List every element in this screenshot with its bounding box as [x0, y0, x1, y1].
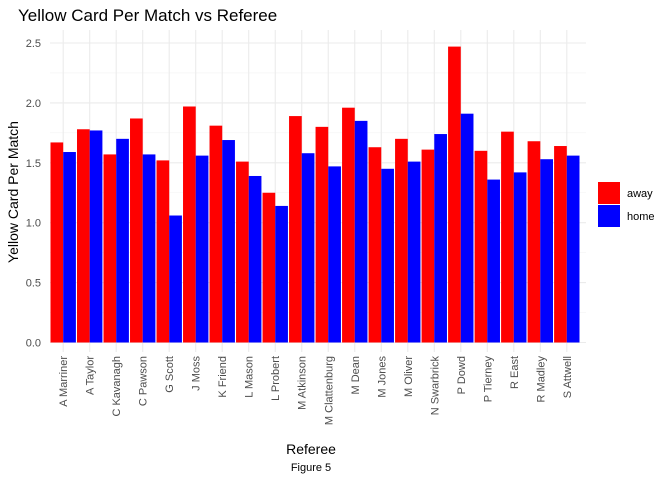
- x-tick-label: M Clattenburg: [323, 356, 335, 425]
- bar-away-l-mason: [236, 161, 249, 343]
- bar-away-m-jones: [368, 147, 382, 343]
- bar-away-m-clattenburg: [315, 126, 329, 343]
- legend-key-home: [598, 205, 620, 227]
- bar-home-r-madley: [540, 159, 553, 343]
- legend: away home: [598, 182, 655, 227]
- x-tick-label: C Kavanagh: [111, 356, 123, 417]
- y-tick-label: 0.5: [26, 278, 41, 290]
- bar-home-m-clattenburg: [328, 166, 341, 343]
- x-axis-title: Referee: [286, 441, 336, 457]
- x-tick-label: P Tierney: [482, 356, 494, 403]
- x-tick-label: N Swarbrick: [429, 356, 441, 416]
- y-tick-label: 0.0: [26, 338, 41, 350]
- chart-title: Yellow Card Per Match vs Referee: [18, 6, 277, 25]
- bar-away-c-pawson: [130, 118, 143, 343]
- bar-home-n-swarbrick: [434, 134, 447, 343]
- bar-away-n-swarbrick: [421, 149, 435, 343]
- legend-label-home: home: [627, 211, 655, 223]
- bar-away-a-marriner: [50, 142, 64, 343]
- bar-home-g-scott: [169, 215, 182, 343]
- bar-away-r-madley: [527, 141, 541, 343]
- y-tick-label: 1.5: [26, 158, 41, 170]
- x-tick-label: C Pawson: [138, 356, 150, 406]
- x-tick-label: S Attwell: [562, 356, 574, 398]
- bar-away-a-taylor: [77, 129, 90, 343]
- bar-home-j-moss: [195, 155, 209, 343]
- bar-away-l-probert: [262, 192, 276, 343]
- bar-away-p-dowd: [448, 46, 461, 343]
- bar-home-m-oliver: [407, 161, 421, 343]
- bar-away-j-moss: [183, 106, 196, 343]
- y-axis-title: Yellow Card Per Match: [5, 121, 21, 263]
- bar-away-c-kavanagh: [103, 154, 117, 343]
- y-tick-labels: 0.0 0.5 1.0 1.5 2.0 2.5: [26, 38, 41, 350]
- x-tick-label: G Scott: [164, 356, 176, 393]
- x-tick-label: A Taylor: [85, 356, 97, 395]
- bar-home-r-east: [513, 172, 527, 343]
- bar-away-m-atkinson: [289, 116, 302, 343]
- y-tick-label: 2.0: [26, 98, 41, 110]
- bar-home-c-pawson: [142, 154, 156, 343]
- x-tick-label: P Dowd: [456, 356, 468, 394]
- x-tick-label: L Mason: [244, 356, 256, 398]
- x-tick-label: R Madley: [535, 356, 547, 403]
- bar-away-k-friend: [209, 125, 223, 343]
- bar-home-a-taylor: [89, 130, 103, 343]
- x-tick-label: K Friend: [217, 356, 229, 398]
- bar-away-g-scott: [156, 160, 170, 343]
- x-tick-label: R East: [509, 356, 521, 389]
- bar-home-m-dean: [354, 120, 368, 343]
- bar-home-m-atkinson: [301, 153, 315, 343]
- figure-caption: Figure 5: [291, 462, 331, 474]
- x-tick-labels: A Marriner A Taylor C Kavanagh C Pawson G Sc…: [58, 356, 574, 426]
- x-tick-label: M Jones: [376, 356, 388, 398]
- x-tick-label: M Dean: [350, 356, 362, 395]
- legend-key-away: [598, 182, 620, 204]
- bar-away-r-east: [501, 131, 514, 343]
- bar-home-c-kavanagh: [116, 138, 129, 343]
- bar-home-l-probert: [275, 205, 288, 343]
- bar-away-m-oliver: [395, 138, 408, 343]
- bar-away-s-attwell: [554, 146, 567, 343]
- bar-home-p-tierney: [487, 179, 500, 343]
- legend-label-away: away: [627, 188, 653, 200]
- x-tick-label: M Atkinson: [297, 356, 309, 410]
- bars: [50, 46, 580, 343]
- bar-away-m-dean: [342, 107, 355, 343]
- x-tick-label: A Marriner: [58, 356, 70, 407]
- bar-home-k-friend: [222, 140, 235, 343]
- bar-home-a-marriner: [63, 152, 76, 343]
- y-tick-label: 1.0: [26, 218, 41, 230]
- bar-home-l-mason: [248, 175, 262, 343]
- bar-away-p-tierney: [474, 150, 488, 343]
- x-tick-label: J Moss: [191, 356, 203, 391]
- bar-home-p-dowd: [460, 113, 474, 343]
- x-tick-label: L Probert: [270, 356, 282, 401]
- bar-home-m-jones: [381, 168, 394, 343]
- bar-home-s-attwell: [566, 155, 580, 343]
- x-tick-label: M Oliver: [403, 356, 415, 397]
- y-tick-label: 2.5: [26, 38, 41, 50]
